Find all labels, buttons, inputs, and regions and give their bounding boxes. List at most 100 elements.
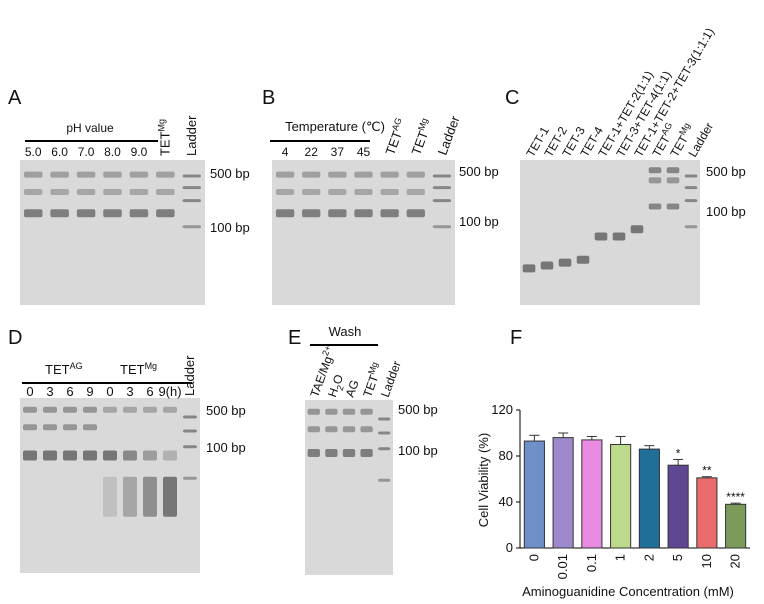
gel-band	[50, 189, 69, 195]
lane-label: 6.0	[51, 145, 68, 159]
gel-band	[325, 449, 338, 457]
bar	[610, 444, 632, 549]
lane-label: TETMg	[156, 119, 172, 156]
gel-band	[129, 189, 149, 195]
gel-band	[156, 171, 175, 178]
gel-band	[275, 209, 295, 218]
gel-band	[76, 189, 96, 195]
gel-band	[328, 189, 347, 195]
y-axis-title: Cell Viability (%)	[476, 433, 491, 527]
bar	[696, 477, 718, 549]
gel-band	[275, 171, 295, 178]
error-bar	[615, 435, 626, 445]
gel-band	[594, 232, 608, 241]
lane-label: TETAG	[381, 116, 409, 157]
error-bar	[644, 445, 655, 450]
gel-band	[432, 186, 452, 190]
gel-band	[182, 199, 202, 203]
gel-band	[342, 426, 356, 433]
gel-band	[103, 189, 122, 195]
panel-letter: B	[262, 87, 275, 109]
gel-band	[183, 445, 197, 449]
x-tick-label: 5	[670, 554, 685, 561]
lane-label-main: TET	[667, 132, 691, 159]
gel-band	[50, 209, 69, 218]
gel-band	[406, 189, 425, 195]
size-marker: 500 bp	[706, 164, 746, 179]
gel-band	[83, 450, 97, 461]
panel-letter: C	[505, 87, 519, 109]
y-tick-label: 40	[499, 494, 513, 509]
gel-band	[378, 417, 391, 421]
gel-band	[630, 225, 644, 234]
gel-band	[325, 426, 338, 433]
lane-label: 6	[66, 384, 73, 399]
gel-band	[302, 209, 321, 218]
lane-label-sub: 2	[335, 384, 346, 392]
gel-band	[612, 232, 626, 241]
lane-label-sup: Mg	[416, 117, 430, 132]
gel	[272, 160, 455, 305]
gel-band	[83, 406, 97, 413]
gel-band	[163, 406, 177, 413]
size-marker: 500 bp	[459, 164, 499, 179]
gel-band	[432, 199, 452, 203]
significance-label: ****	[726, 490, 745, 504]
lane-label: 37	[331, 145, 345, 159]
gel-band	[328, 171, 347, 178]
gel-band	[129, 209, 149, 218]
gel-band	[380, 189, 399, 195]
gel-band	[43, 450, 57, 461]
lane-label: 9	[86, 384, 93, 399]
gel-band	[182, 174, 202, 178]
y-tick-label: 120	[491, 402, 513, 417]
lane-label: Ladder	[378, 359, 404, 399]
gel-band	[23, 189, 43, 195]
lane-label: 9.0	[131, 145, 148, 159]
gel-band	[307, 426, 320, 433]
lane-label-sup: AG	[390, 116, 404, 132]
gel-band	[156, 189, 175, 195]
gel-band	[328, 209, 347, 218]
lane-label: 5.0	[25, 145, 42, 159]
gel-band	[648, 203, 662, 210]
panel-letter: E	[288, 327, 301, 349]
gel-band	[23, 171, 43, 178]
gel-band	[684, 199, 698, 203]
panel-letter: F	[510, 327, 522, 349]
lane-label: 0	[26, 384, 33, 399]
gel-band	[43, 424, 57, 431]
bar	[523, 440, 545, 549]
lane-label: 6	[146, 384, 153, 399]
gel-band	[558, 258, 572, 267]
group-label-sup: AG	[70, 361, 83, 371]
bar	[667, 464, 689, 549]
gel-band	[302, 171, 321, 178]
gel-band	[23, 209, 43, 218]
gel-band	[684, 225, 698, 229]
gel-band	[123, 450, 137, 461]
group-label-main: TET	[45, 362, 70, 377]
significance-label: *	[676, 446, 681, 460]
gel-band	[103, 406, 117, 413]
lane-label-sup: 2+	[320, 344, 333, 357]
gel-band	[302, 189, 321, 195]
error-bar	[558, 432, 569, 438]
gel-band	[684, 174, 698, 178]
gel-band	[83, 424, 97, 431]
gel-band	[378, 431, 391, 435]
lane-label: 9(h)	[158, 384, 181, 399]
x-tick-label: 0.1	[584, 554, 599, 572]
panel-letter: A	[8, 87, 22, 109]
gel-band	[23, 406, 37, 413]
gel-band	[342, 408, 356, 415]
group-label-main: TET	[120, 362, 145, 377]
size-marker: 100 bp	[398, 443, 438, 458]
gel-band	[378, 447, 391, 451]
gel-band	[103, 209, 122, 218]
gel-band	[666, 167, 680, 174]
gel-band	[103, 171, 122, 178]
gel-band	[354, 171, 373, 178]
significance-label: **	[702, 464, 712, 478]
gel-band	[163, 476, 177, 517]
